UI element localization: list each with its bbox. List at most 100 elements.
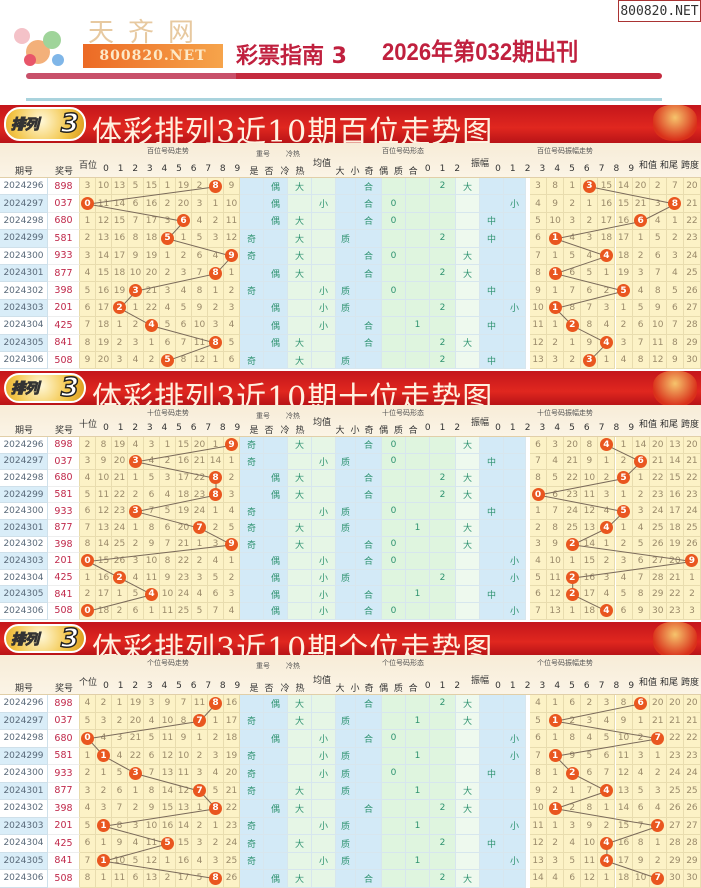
trend-cell: 1 bbox=[208, 282, 224, 300]
trend-cell: 20 bbox=[112, 453, 128, 471]
amp-cell: 23 bbox=[649, 486, 667, 504]
header-trend-digit: 6 bbox=[190, 423, 197, 433]
form-cell bbox=[430, 730, 456, 748]
trend-cell: 7 bbox=[144, 765, 160, 783]
trend-cell: 12 bbox=[96, 212, 112, 231]
amp-cell: 6 bbox=[564, 265, 582, 283]
form-cell bbox=[406, 870, 430, 888]
form-cell bbox=[312, 712, 336, 730]
amp-cell: 6 bbox=[530, 730, 548, 748]
form-cell bbox=[406, 212, 430, 231]
form-cell: 小 bbox=[504, 569, 526, 587]
trend-hit-marker: 2 bbox=[113, 301, 126, 315]
trend-hit-marker: 7 bbox=[193, 714, 206, 728]
trend-cell: 2 bbox=[96, 782, 112, 800]
header-hotcold-sub: 冷 bbox=[280, 684, 290, 694]
amp-cell: 26 bbox=[666, 800, 684, 818]
form-cell bbox=[406, 453, 430, 471]
trend-cell: 22 bbox=[144, 299, 160, 318]
trend-cell: 4 bbox=[160, 299, 176, 318]
header-form-sub: 奇 bbox=[364, 167, 374, 177]
amp-hit-marker: 1 bbox=[548, 801, 562, 815]
form-cell: 奇 bbox=[240, 835, 264, 853]
amp-cell: 1 bbox=[547, 695, 565, 713]
trend-cell: 2 bbox=[80, 765, 96, 783]
amp-cell: 8 bbox=[547, 178, 565, 196]
trend-cell: 7 bbox=[128, 212, 144, 231]
form-cell: 2 bbox=[430, 470, 456, 487]
winning-number-cell: 841 bbox=[48, 852, 80, 870]
trend-cell: 8 bbox=[96, 437, 112, 454]
form-cell bbox=[480, 852, 504, 870]
form-cell: 2 bbox=[430, 695, 456, 713]
amp-cell: 1 bbox=[564, 334, 582, 352]
form-cell bbox=[430, 195, 456, 213]
form-cell: 大 bbox=[288, 712, 312, 730]
amp-cell: 9 bbox=[564, 747, 582, 765]
amp-cell: 3 bbox=[615, 334, 633, 352]
amp-cell: 10 bbox=[581, 835, 599, 853]
amp-cell: 23 bbox=[683, 747, 701, 765]
trend-cell: 2 bbox=[112, 712, 128, 730]
header-amp-digit: 2 bbox=[524, 423, 531, 433]
trend-cell: 2 bbox=[80, 586, 96, 603]
period-cell: 2024298 bbox=[0, 730, 48, 748]
trend-cell: 2 bbox=[160, 265, 176, 283]
header-amp-digit: 9 bbox=[628, 164, 635, 174]
amp-cell: 14 bbox=[615, 178, 633, 196]
amp-cell: 10 bbox=[581, 470, 599, 487]
amp-cell: 4 bbox=[598, 835, 616, 853]
amp-cell: 7 bbox=[598, 765, 616, 783]
form-cell bbox=[312, 486, 336, 504]
amp-cell: 2 bbox=[598, 817, 616, 835]
trend-cell: 4 bbox=[80, 800, 96, 818]
amp-cell: 19 bbox=[666, 536, 684, 554]
form-cell bbox=[480, 569, 504, 587]
amp-cell: 14 bbox=[530, 870, 548, 888]
amp-cell: 2 bbox=[581, 212, 599, 231]
form-cell: 小 bbox=[312, 765, 336, 783]
amp-cell: 23 bbox=[666, 603, 684, 620]
form-cell: 合 bbox=[356, 586, 382, 603]
badge-text: 排列 bbox=[11, 117, 40, 134]
form-cell: 大 bbox=[456, 247, 480, 265]
form-cell: 偶 bbox=[264, 470, 288, 487]
header-trend-digit: 5 bbox=[176, 681, 182, 691]
form-cell bbox=[456, 230, 480, 248]
trend-cell: 6 bbox=[160, 520, 176, 537]
table-header: 期号 奖号 十位 十位号码走势 0 1 2 3 4 5 6 7 8 9 重号是否冷热冷热均值大小十位号码形态… bbox=[0, 405, 701, 437]
form-cell bbox=[356, 352, 382, 370]
form-cell: 大 bbox=[288, 352, 312, 370]
form-cell: 小 bbox=[312, 299, 336, 318]
amp-cell: 1 bbox=[649, 835, 667, 853]
header-form-title: 十位号码形态 bbox=[382, 409, 424, 417]
form-cell: 2 bbox=[430, 178, 456, 196]
amp-cell: 6 bbox=[530, 586, 548, 603]
form-cell: 奇 bbox=[240, 352, 264, 370]
amp-cell: 2 bbox=[649, 765, 667, 783]
trend-hit-marker: 1 bbox=[97, 854, 110, 868]
form-cell bbox=[504, 352, 526, 370]
header-sum: 和值 bbox=[638, 161, 658, 171]
form-cell bbox=[336, 800, 356, 818]
form-cell bbox=[480, 603, 504, 620]
trend-cell: 2 bbox=[112, 569, 128, 587]
form-cell bbox=[504, 503, 526, 520]
form-cell: 大 bbox=[456, 536, 480, 554]
form-cell: 偶 bbox=[264, 603, 288, 620]
trend-cell: 22 bbox=[176, 553, 192, 570]
form-cell bbox=[430, 453, 456, 471]
trend-cell: 6 bbox=[112, 782, 128, 800]
header-amp-digit: 8 bbox=[613, 681, 620, 691]
period-cell: 2024305 bbox=[0, 586, 48, 603]
trend-cell: 2 bbox=[128, 536, 144, 554]
trend-cell: 3 bbox=[80, 247, 96, 265]
amp-cell: 5 bbox=[615, 470, 633, 487]
amp-hit-marker: 0 bbox=[531, 488, 545, 502]
amp-cell: 17 bbox=[598, 212, 616, 231]
trend-cell: 1 bbox=[96, 747, 112, 765]
site-url-badge: 800820.NET bbox=[83, 44, 223, 68]
amp-cell: 29 bbox=[649, 586, 667, 603]
header-repeat-sub: 是 bbox=[249, 167, 259, 177]
amp-cell: 2 bbox=[564, 765, 582, 783]
